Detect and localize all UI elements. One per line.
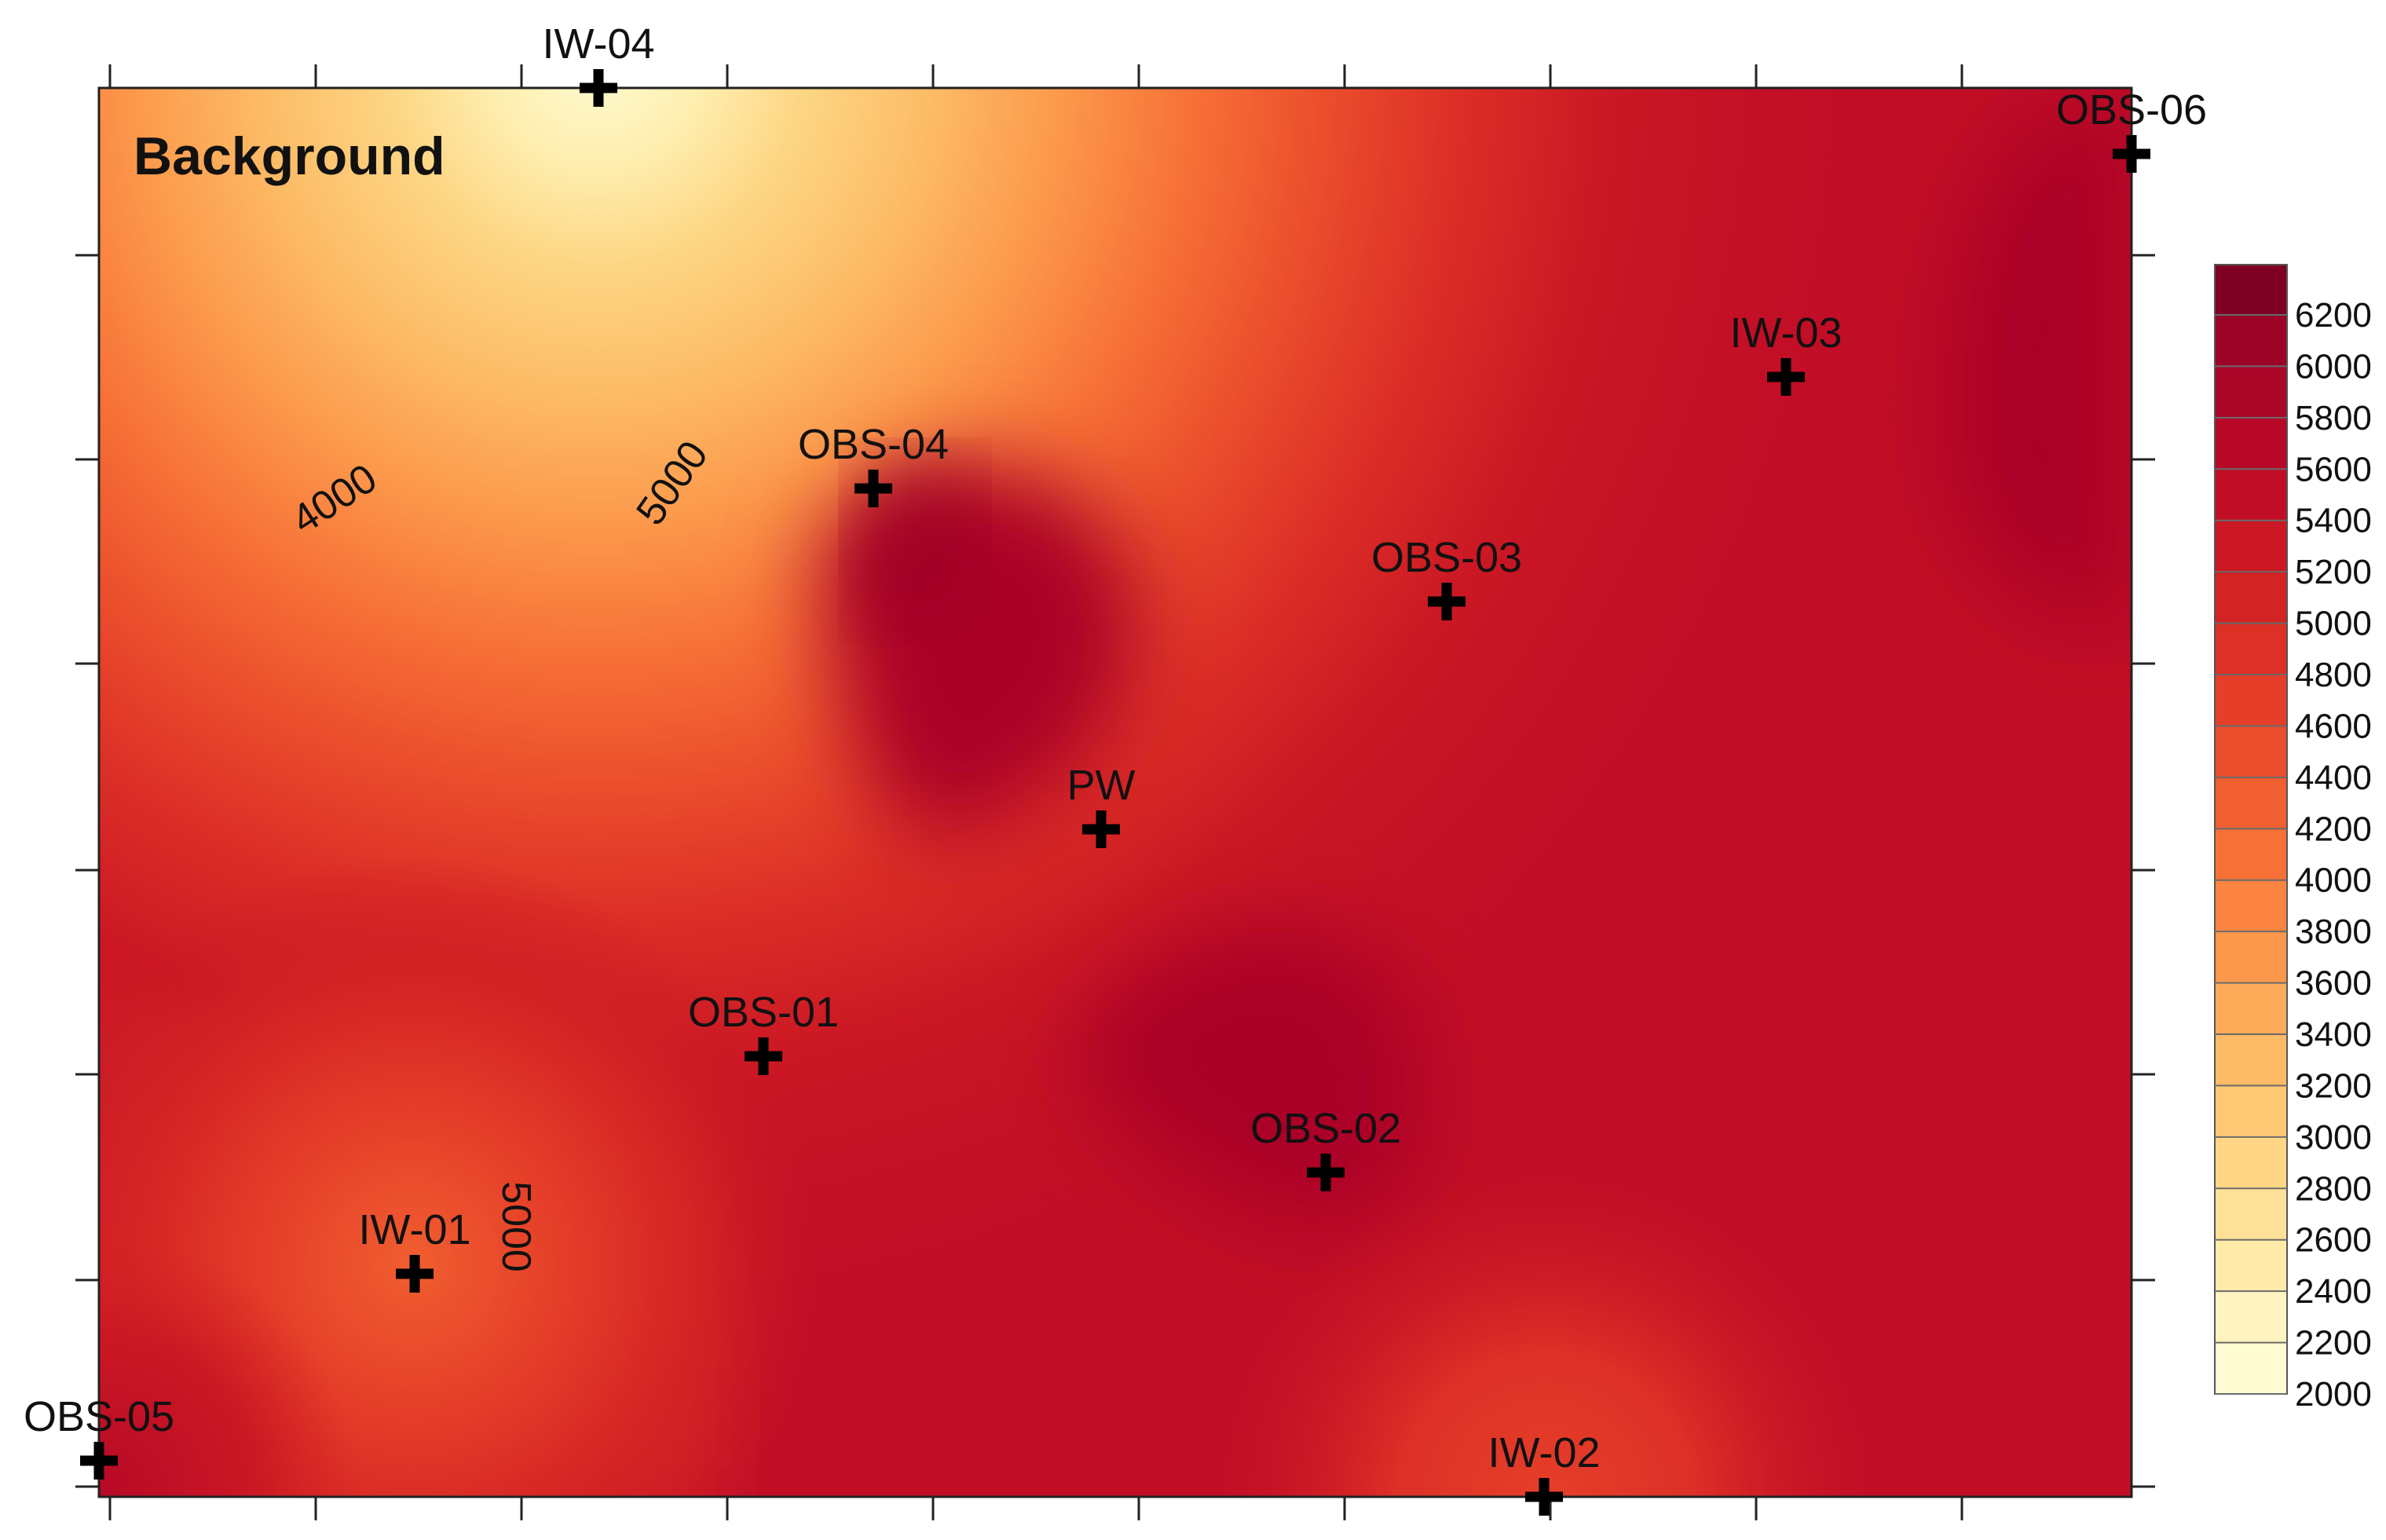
- colorbar-tick-label: 6200: [2295, 296, 2372, 335]
- colorbar-tick-label: 6000: [2295, 347, 2372, 386]
- well-iw-03: IW-03: [1729, 309, 1843, 396]
- colorbar-tick-label: 5800: [2295, 399, 2372, 437]
- colorbar-tick-label: 4800: [2295, 656, 2372, 694]
- colorbar-band: [2215, 931, 2287, 984]
- well-label: OBS-01: [688, 989, 839, 1036]
- colorbar-tick-label: 2000: [2295, 1375, 2372, 1414]
- well-label: OBS-06: [2056, 86, 2207, 134]
- colorbar: 2000 2200 2400 2600 2800 3000 3200 3400 3600 3800…: [2214, 264, 2372, 1414]
- well-pw: PW: [1067, 762, 1136, 848]
- well-label: OBS-03: [1371, 534, 1522, 581]
- colorbar-tick-label: 3800: [2295, 913, 2372, 951]
- colorbar-band: [2215, 316, 2287, 368]
- colorbar-tick-label: 2600: [2295, 1221, 2372, 1260]
- well-markers: IW-04 OBS-06 IW-03 OBS-04 OBS-03 PW OBS-01 OBS-…: [24, 20, 2207, 1516]
- colorbar-tick-label: 3000: [2295, 1118, 2372, 1157]
- colorbar-tick-label: 4000: [2295, 861, 2372, 900]
- colorbar-band: [2215, 419, 2287, 471]
- colorbar-tick-label: 4600: [2295, 707, 2372, 745]
- well-obs-06: OBS-06: [2056, 86, 2207, 173]
- colorbar-band: [2215, 1137, 2287, 1190]
- colorbar-tick-label: 2400: [2295, 1272, 2372, 1311]
- colorbar-band: [2215, 777, 2287, 830]
- well-iw-02: IW-02: [1488, 1429, 1601, 1516]
- well-label: PW: [1067, 762, 1136, 809]
- colorbar-band: [2215, 521, 2287, 573]
- colorbar-tick-label: 5000: [2295, 605, 2372, 643]
- well-obs-01: OBS-01: [688, 989, 839, 1075]
- colorbar-band: [2215, 1239, 2287, 1292]
- colorbar-tick-label: 4200: [2295, 810, 2372, 848]
- well-obs-04: OBS-04: [798, 421, 949, 507]
- colorbar-tick-label: 2800: [2295, 1169, 2372, 1208]
- colorbar-band: [2215, 1034, 2287, 1087]
- well-iw-04: IW-04: [542, 20, 655, 107]
- well-obs-02: OBS-02: [1250, 1105, 1401, 1191]
- colorbar-tick-label: 3200: [2295, 1066, 2372, 1105]
- colorbar-tick-label: 3600: [2295, 964, 2372, 1003]
- colorbar-tick-label: 5200: [2295, 553, 2372, 591]
- well-label: IW-04: [542, 20, 654, 68]
- colorbar-tick-label: 5600: [2295, 450, 2372, 488]
- colorbar-band: [2215, 1085, 2287, 1138]
- well-label: IW-03: [1729, 309, 1842, 357]
- colorbar-band: [2215, 624, 2287, 676]
- well-label: IW-01: [358, 1206, 470, 1253]
- well-label: OBS-02: [1250, 1105, 1401, 1152]
- colorbar-band: [2215, 1188, 2287, 1241]
- colorbar-tick-label: 4400: [2295, 759, 2372, 797]
- colorbar-tick-label: 2200: [2295, 1324, 2372, 1363]
- contour-label: 5000: [493, 1181, 539, 1272]
- colorbar-tick-label: 5400: [2295, 502, 2372, 540]
- colorbar-band: [2215, 829, 2287, 881]
- field-obs05-high: [99, 88, 2132, 1497]
- colorbar-tick-label: 3400: [2295, 1015, 2372, 1054]
- colorbar-band: [2215, 726, 2287, 779]
- colorbar-band: [2215, 470, 2287, 522]
- colorbar-band: [2215, 572, 2287, 625]
- plot-frame: [97, 86, 2133, 1498]
- well-label: OBS-04: [798, 421, 949, 468]
- axis-ticks: [75, 64, 2155, 1520]
- well-iw-01: IW-01: [358, 1206, 471, 1293]
- colorbar-band: [2215, 367, 2287, 419]
- well-obs-03: OBS-03: [1371, 534, 1522, 620]
- colorbar-band: [2215, 1291, 2287, 1344]
- colorbar-band: [2215, 880, 2287, 933]
- colorbar-band: [2215, 1342, 2287, 1395]
- well-label: IW-02: [1488, 1429, 1600, 1476]
- well-obs-05: OBS-05: [24, 1393, 174, 1480]
- panel-title: Background: [134, 126, 445, 186]
- colorbar-band: [2215, 265, 2287, 316]
- colorbar-band: [2215, 983, 2287, 1036]
- colorbar-band: [2215, 675, 2287, 727]
- well-label: OBS-05: [24, 1393, 174, 1440]
